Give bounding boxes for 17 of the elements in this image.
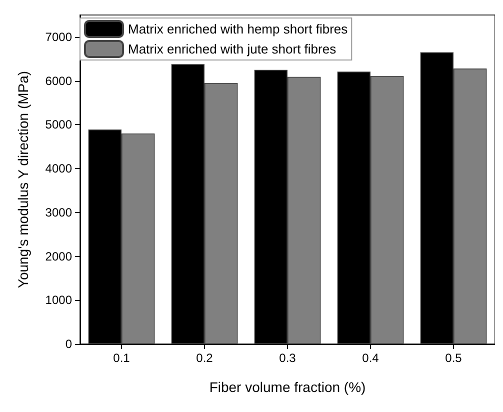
legend-label: Matrix enriched with hemp short fibres	[128, 22, 348, 36]
x-tick-label: 0.2	[196, 351, 214, 365]
x-tick-label: 0.5	[445, 351, 462, 365]
y-tick-label: 5000	[45, 118, 72, 132]
legend-label: Matrix enriched with jute short fibres	[128, 42, 337, 56]
y-tick-label: 2000	[45, 249, 72, 264]
x-tick-label: 0.4	[362, 351, 380, 365]
x-tick-label: 0.1	[113, 351, 130, 365]
x-axis-title: Fiber volume fraction (%)	[209, 379, 366, 395]
x-tick-label: 0.3	[279, 351, 296, 365]
y-tick-label: 0	[65, 337, 72, 351]
y-tick-label: 3000	[45, 205, 72, 220]
y-tick-label: 4000	[45, 162, 72, 176]
y-tick-label: 6000	[45, 74, 72, 88]
y-axis-title: Young's modulus Y direction (MPa)	[15, 70, 31, 288]
y-tick-label: 1000	[45, 293, 72, 308]
y-tick-label: 7000	[45, 30, 72, 44]
